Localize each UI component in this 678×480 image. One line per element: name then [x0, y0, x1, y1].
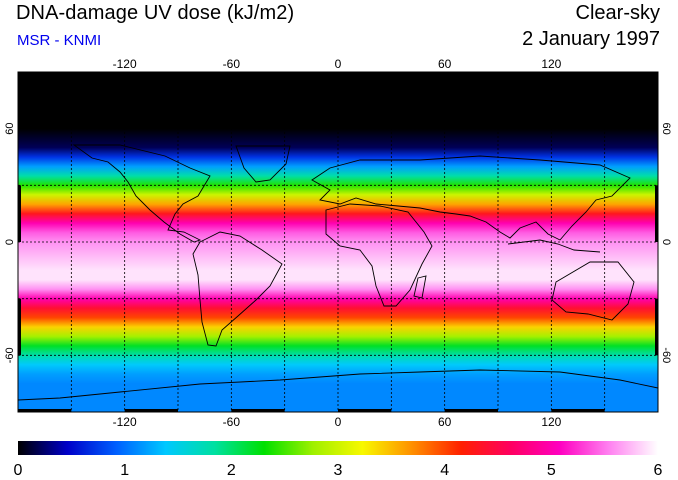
- lat-tick-label-right: 0: [660, 239, 672, 245]
- frame-bar-top: [551, 72, 605, 75]
- colorbar-tick-label: 5: [547, 462, 556, 479]
- frame-bar-bottom: [444, 409, 498, 412]
- frame-bar-top: [338, 72, 392, 75]
- date-label: 2 January 1997: [522, 28, 660, 50]
- colorbar-labels: 0 1 2 3 4 5 6: [14, 462, 663, 479]
- frame-bar-right: [655, 72, 658, 129]
- lat-tick-label-right: 60: [660, 123, 672, 135]
- coastline-madagascar: [413, 275, 427, 299]
- lon-tick-label-top: 120: [541, 57, 561, 71]
- frame-bar-right: [655, 185, 658, 242]
- frame-bar-top: [124, 72, 178, 75]
- colorbar-tick-label: 6: [654, 462, 663, 479]
- lon-tick-label-bottom: 60: [438, 415, 452, 429]
- latitude-labels-left: 60 0 -60: [4, 123, 16, 364]
- longitude-labels-top: -120 -60 0 60 120: [113, 57, 562, 71]
- coastline-africa: [325, 203, 433, 307]
- coastline-south-america: [192, 231, 283, 347]
- lat-tick-label-right: -60: [660, 347, 672, 363]
- lon-tick-label-top: 0: [335, 57, 342, 71]
- frame-bar-left: [18, 185, 21, 242]
- colorbar-tick-label: 2: [227, 462, 236, 479]
- colorbar: [18, 441, 658, 455]
- longitude-labels-bottom: -120 -60 0 60 120: [113, 415, 562, 429]
- coastline-australia: [551, 261, 635, 321]
- chart-title: DNA-damage UV dose (kJ/m2): [16, 2, 295, 24]
- frame-bar-right: [655, 298, 658, 356]
- coastline-antarctica: [18, 369, 658, 412]
- source-label: MSR - KNMI: [17, 32, 102, 49]
- colorbar-tick-label: 4: [440, 462, 449, 479]
- condition-label: Clear-sky: [575, 2, 660, 24]
- lat-tick-label-left: -60: [4, 347, 16, 363]
- frame-bar-left: [18, 72, 21, 129]
- frame-bar-top: [444, 72, 498, 75]
- frame-bar-bottom: [124, 409, 178, 412]
- frame-bar-left: [18, 298, 21, 356]
- lon-tick-label-bottom: -60: [223, 415, 241, 429]
- frame-bar-bottom: [18, 409, 72, 412]
- frame-bar-bottom: [338, 409, 392, 412]
- lon-tick-label-top: -60: [223, 57, 241, 71]
- lat-tick-label-left: 60: [4, 123, 16, 135]
- gridlines: [18, 72, 658, 412]
- frame-bar-bottom: [231, 409, 285, 412]
- lat-tick-label-left: 0: [4, 239, 16, 245]
- frame-bar-top: [231, 72, 285, 75]
- coastline-greenland: [235, 145, 291, 183]
- frame-bar-top: [18, 72, 72, 75]
- colorbar-tick-label: 3: [334, 462, 343, 479]
- coastlines: [18, 144, 658, 412]
- latitude-labels-right: 60 0 -60: [660, 123, 672, 364]
- coastline-north-america: [72, 144, 211, 243]
- lon-tick-label-bottom: 0: [335, 415, 342, 429]
- lon-tick-label-bottom: -120: [113, 415, 137, 429]
- lon-tick-label-top: -120: [113, 57, 137, 71]
- lon-tick-label-bottom: 120: [541, 415, 561, 429]
- frame-bar-bottom: [551, 409, 605, 412]
- coastline-eurasia: [311, 155, 631, 241]
- coastline-indonesia: [507, 239, 601, 253]
- colorbar-tick-label: 1: [120, 462, 129, 479]
- frame-tick-bars: [18, 72, 658, 412]
- lon-tick-label-top: 60: [438, 57, 452, 71]
- colorbar-tick-label: 0: [14, 462, 23, 479]
